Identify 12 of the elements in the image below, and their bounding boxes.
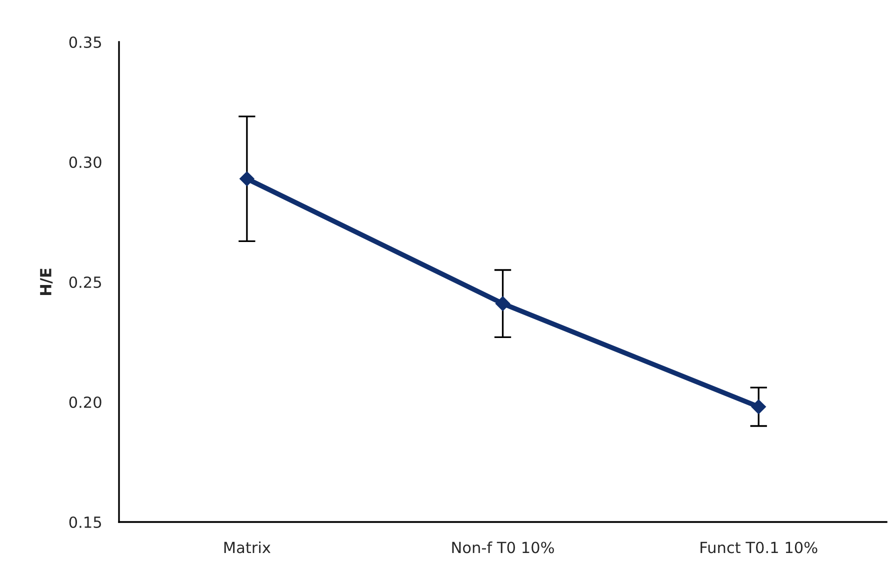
point xyxy=(751,399,766,414)
x-tick-label: Matrix xyxy=(224,541,270,554)
y-tick-label: 0.30 xyxy=(69,156,102,168)
y-tick-label: 0.20 xyxy=(69,396,102,408)
y-tick-label: 0.35 xyxy=(69,36,101,48)
y-tick-label: 0.15 xyxy=(69,516,101,528)
x-tick-label: Funct T0.1 10% xyxy=(700,542,818,554)
x-tick-label: Non-f T0 10% xyxy=(452,541,554,554)
point xyxy=(240,171,254,186)
y-axis-title: H/E xyxy=(40,268,53,295)
y-tick-label: 0.25 xyxy=(69,276,101,288)
point xyxy=(495,296,510,311)
